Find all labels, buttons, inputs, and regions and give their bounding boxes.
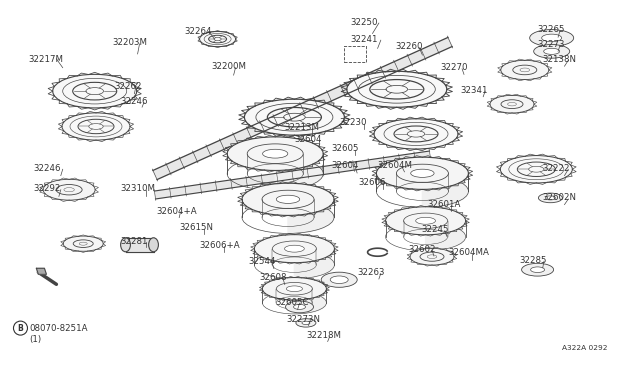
Text: 32281: 32281 (120, 237, 148, 246)
Text: 32260: 32260 (396, 42, 423, 51)
Ellipse shape (531, 267, 545, 273)
Text: 32213M: 32213M (285, 123, 320, 132)
Ellipse shape (543, 48, 559, 54)
Polygon shape (52, 74, 137, 108)
Text: 08070-8251A: 08070-8251A (29, 324, 88, 333)
Ellipse shape (296, 319, 316, 327)
Polygon shape (426, 207, 465, 251)
Polygon shape (200, 32, 236, 46)
Polygon shape (125, 238, 154, 252)
Text: 32230: 32230 (339, 118, 367, 127)
Ellipse shape (538, 193, 563, 203)
Polygon shape (255, 235, 334, 263)
Text: 32606+A: 32606+A (200, 241, 240, 250)
Polygon shape (227, 137, 323, 170)
Ellipse shape (262, 149, 288, 158)
Ellipse shape (530, 30, 573, 46)
Polygon shape (294, 235, 334, 279)
Ellipse shape (302, 321, 310, 325)
Text: B: B (18, 324, 23, 333)
Text: 32310M: 32310M (120, 185, 156, 193)
Text: 32222: 32222 (543, 164, 570, 173)
Text: 32604MA: 32604MA (448, 248, 489, 257)
Text: 32608: 32608 (259, 273, 287, 282)
Polygon shape (262, 278, 326, 300)
Ellipse shape (276, 195, 300, 203)
Polygon shape (288, 183, 334, 233)
Text: 32273: 32273 (538, 40, 565, 49)
Text: 32544: 32544 (248, 257, 276, 266)
Text: 32265: 32265 (538, 25, 565, 34)
Polygon shape (36, 268, 47, 274)
Text: 32602: 32602 (408, 245, 436, 254)
Text: 32292: 32292 (33, 185, 61, 193)
Polygon shape (500, 155, 572, 183)
Polygon shape (501, 60, 548, 80)
Text: 32270: 32270 (440, 63, 468, 72)
Text: 32605C: 32605C (275, 298, 308, 307)
Text: 32285: 32285 (520, 256, 547, 265)
Text: (1): (1) (29, 334, 42, 344)
Polygon shape (422, 157, 468, 207)
Ellipse shape (285, 245, 304, 252)
Polygon shape (62, 113, 130, 140)
Text: A322A 0292: A322A 0292 (562, 345, 607, 351)
Text: 32606: 32606 (358, 178, 386, 187)
Text: 32605: 32605 (332, 144, 359, 153)
Text: 32264: 32264 (184, 27, 212, 36)
Text: 32604M: 32604M (378, 161, 413, 170)
Text: 32341: 32341 (461, 86, 488, 94)
Ellipse shape (411, 169, 434, 177)
Polygon shape (386, 207, 465, 235)
Text: 32262: 32262 (114, 82, 141, 91)
Polygon shape (153, 38, 452, 180)
Ellipse shape (541, 34, 562, 42)
Text: 32604: 32604 (294, 135, 322, 144)
Text: 32602N: 32602N (543, 193, 577, 202)
Polygon shape (490, 95, 534, 113)
Ellipse shape (321, 272, 357, 287)
Ellipse shape (120, 238, 131, 252)
Ellipse shape (286, 286, 303, 292)
Text: 32604+A: 32604+A (157, 207, 197, 216)
Polygon shape (294, 278, 326, 314)
Ellipse shape (330, 276, 348, 283)
Polygon shape (376, 157, 468, 189)
Ellipse shape (522, 263, 554, 276)
Polygon shape (43, 179, 95, 200)
Ellipse shape (416, 217, 435, 224)
Text: 32615N: 32615N (179, 223, 213, 232)
Ellipse shape (148, 238, 159, 252)
Text: 32217M: 32217M (29, 55, 64, 64)
Polygon shape (410, 248, 454, 265)
Ellipse shape (545, 196, 556, 200)
Text: 32241: 32241 (351, 35, 378, 44)
Text: 32246: 32246 (33, 164, 61, 173)
Text: 32246: 32246 (120, 97, 148, 106)
Polygon shape (374, 119, 458, 149)
Polygon shape (244, 99, 344, 135)
Text: 32200M: 32200M (211, 62, 246, 71)
Text: 32604: 32604 (332, 161, 359, 170)
Ellipse shape (285, 301, 314, 313)
Text: 32245: 32245 (421, 225, 449, 234)
Text: 32250: 32250 (351, 18, 378, 27)
Ellipse shape (534, 45, 570, 58)
Polygon shape (242, 183, 334, 215)
Polygon shape (275, 137, 323, 190)
Polygon shape (154, 151, 431, 199)
Polygon shape (347, 71, 447, 107)
Text: 32601A: 32601A (428, 200, 461, 209)
Polygon shape (63, 236, 103, 251)
Ellipse shape (294, 304, 305, 310)
Text: 32263: 32263 (357, 268, 385, 277)
Text: 32203M: 32203M (112, 38, 147, 47)
Text: 32138N: 32138N (543, 55, 577, 64)
Text: 32218M: 32218M (306, 331, 341, 340)
Text: 32273N: 32273N (287, 315, 321, 324)
